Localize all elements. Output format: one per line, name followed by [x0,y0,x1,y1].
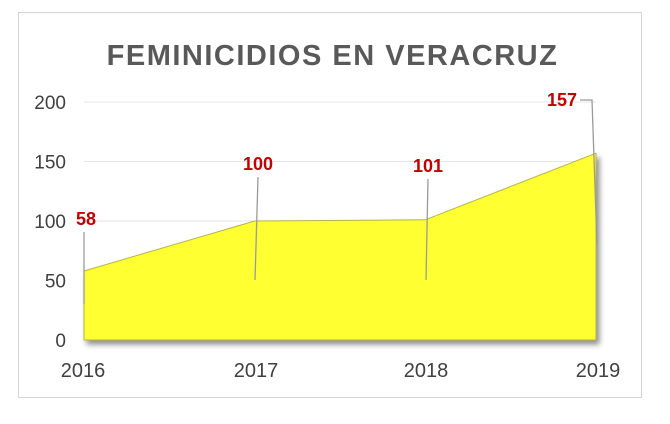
data-label: 101 [413,156,443,176]
x-tick-label: 2016 [61,360,106,382]
data-label: 100 [243,154,273,174]
area-series [83,152,597,341]
chart-title: FEMINICIDIOS EN VERACRUZ [106,40,559,72]
y-tick-label: 100 [34,212,66,233]
x-tick-label: 2017 [234,360,279,382]
x-tick-label: 2018 [404,360,449,382]
leader-line [254,176,259,281]
y-tick-label: 150 [34,153,66,174]
leader-line [580,99,598,246]
y-tick-label: 50 [45,272,66,293]
data-label: 157 [547,90,577,110]
leader-line [425,178,429,281]
x-tick-label: 2019 [576,360,621,382]
y-tick-label: 200 [34,93,66,114]
y-tick-label: 0 [55,331,66,352]
data-label: 58 [76,209,96,229]
